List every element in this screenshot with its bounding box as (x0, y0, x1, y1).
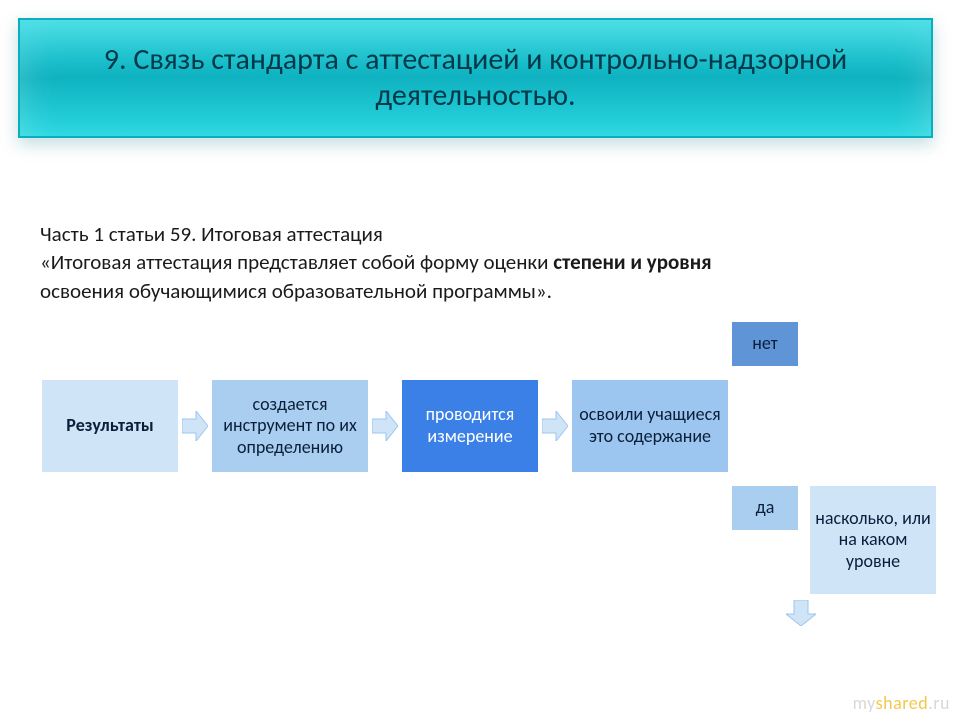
arrow-down-icon (786, 600, 816, 626)
flow-box-mastered: освоили учащиеся это содержание (570, 378, 730, 474)
arrow-right-icon (542, 411, 568, 441)
flow-box-level: насколько, или на каком уровне (808, 484, 938, 596)
slide-title-banner: 9. Связь стандарта с аттестацией и контр… (18, 18, 933, 138)
slide-title-text: 9. Связь стандарта с аттестацией и контр… (60, 42, 891, 114)
watermark: myshared.ru (853, 692, 950, 714)
flow-box-measurement: проводится измерение (400, 378, 540, 474)
flow-box-no: нет (730, 320, 800, 368)
article-line-1: Часть 1 статьи 59. Итоговая аттестация (40, 220, 920, 248)
arrow-right-icon (182, 411, 208, 441)
article-text: Часть 1 статьи 59. Итоговая аттестация «… (40, 220, 920, 305)
flow-box-results: Результаты (40, 378, 180, 474)
arrow-right-icon (372, 411, 398, 441)
article-line-3: освоения обучающимися образовательной пр… (40, 277, 920, 305)
flow-box-instrument: создается инструмент по их определению (210, 378, 370, 474)
flow-box-yes: да (730, 484, 800, 532)
article-line-2: «Итоговая аттестация представляет собой … (40, 248, 920, 276)
flow-diagram: Результаты создается инструмент по их оп… (40, 338, 940, 658)
